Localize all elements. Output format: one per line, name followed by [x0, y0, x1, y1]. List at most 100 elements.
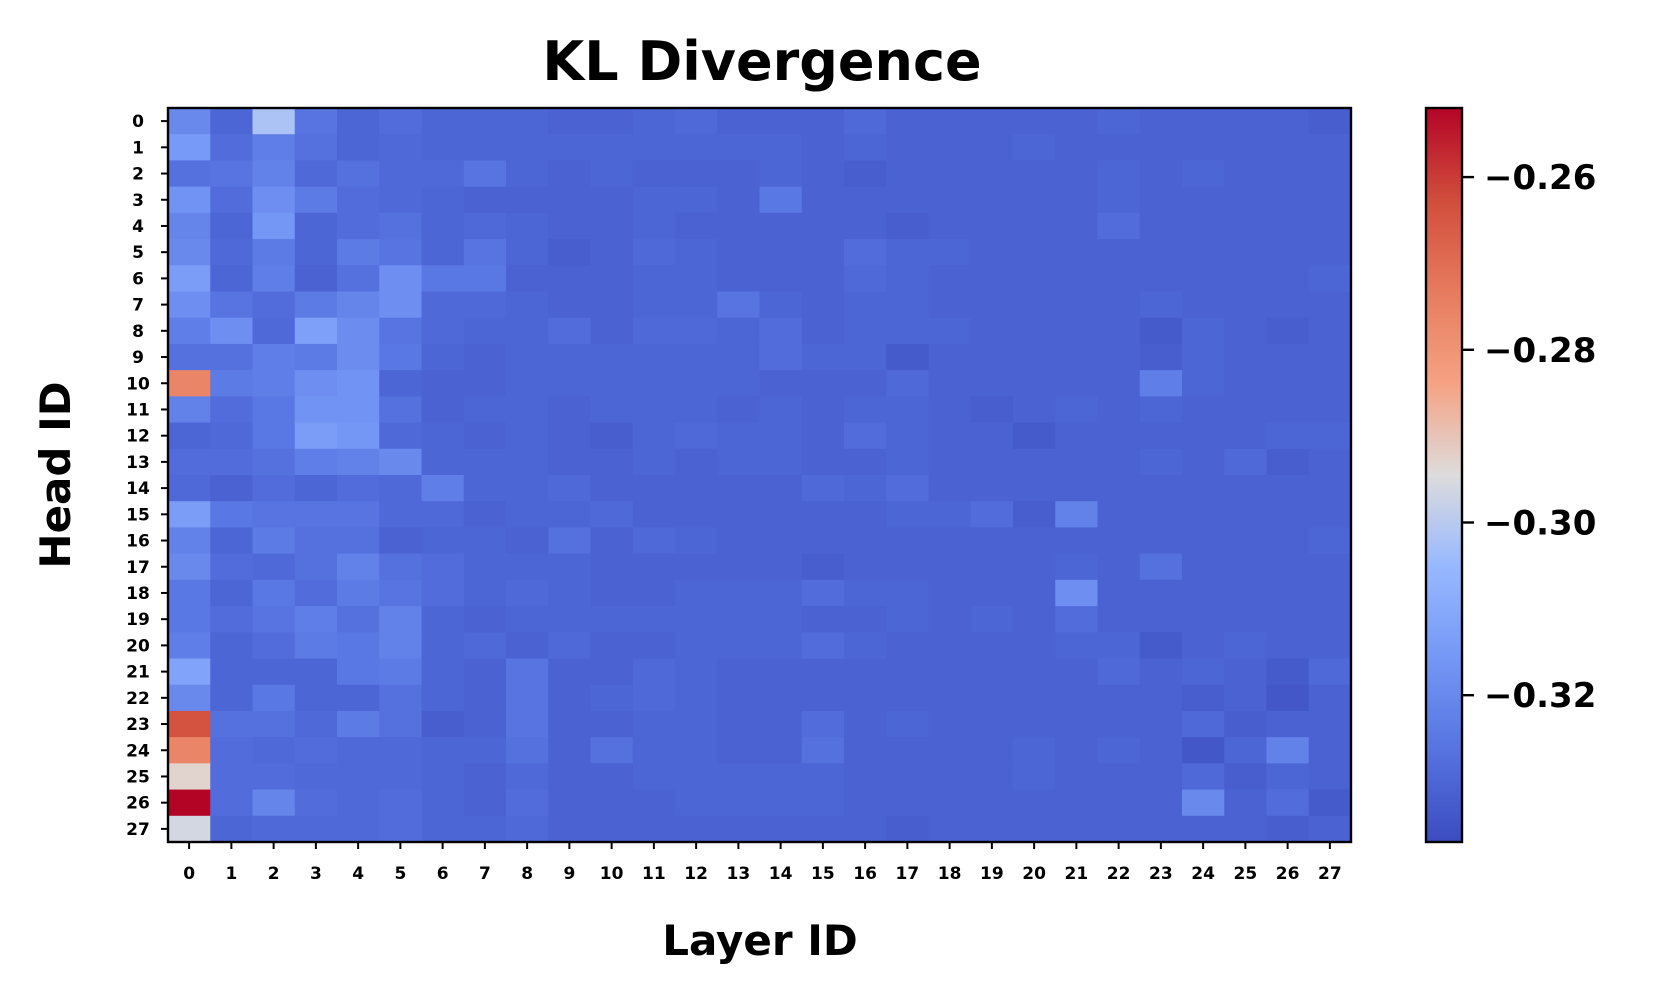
heatmap-cell — [632, 501, 676, 529]
heatmap-cell — [1224, 475, 1268, 502]
heatmap-cell — [168, 212, 211, 240]
heatmap-cell — [1308, 658, 1352, 686]
heatmap-cell — [548, 553, 592, 581]
heatmap-cell — [337, 475, 380, 502]
heatmap-cell — [210, 317, 254, 345]
heatmap-cell — [801, 160, 845, 188]
heatmap-cell — [294, 134, 338, 162]
heatmap-cell — [844, 815, 887, 843]
heatmap-cell — [210, 396, 254, 424]
heatmap-cell — [970, 553, 1014, 581]
heatmap-cell — [717, 527, 761, 555]
heatmap-cell — [252, 527, 296, 555]
heatmap-cell — [590, 579, 634, 607]
y-tick-label: 25 — [126, 767, 150, 787]
heatmap-cell — [294, 789, 338, 817]
x-tick-label: 12 — [684, 864, 708, 884]
heatmap-cell — [801, 527, 845, 555]
heatmap-cell — [1308, 291, 1352, 319]
heatmap-cell — [759, 108, 803, 135]
heatmap-cell — [1139, 265, 1183, 293]
heatmap-cell — [252, 606, 296, 633]
heatmap-cell — [337, 343, 380, 371]
heatmap-cell — [463, 632, 507, 660]
heatmap-cell — [337, 317, 380, 345]
heatmap-cell — [717, 160, 761, 188]
heatmap-cell — [168, 710, 211, 738]
heatmap-cell — [1224, 658, 1268, 686]
heatmap-cell — [759, 212, 803, 240]
heatmap-cell — [675, 606, 718, 633]
heatmap-cell — [1182, 160, 1225, 188]
heatmap-cell — [421, 527, 465, 555]
heatmap-cell — [548, 265, 592, 293]
heatmap-cell — [1308, 160, 1352, 188]
heatmap-cell — [294, 291, 338, 319]
heatmap-cell — [1139, 815, 1183, 843]
heatmap-cell — [801, 343, 845, 371]
heatmap-cell — [168, 291, 211, 319]
heatmap-cell — [590, 317, 634, 345]
heatmap-cell — [675, 160, 718, 188]
heatmap-cell — [1308, 396, 1352, 424]
heatmap-cell — [1055, 606, 1099, 633]
heatmap-cell — [1097, 579, 1141, 607]
heatmap-cell — [590, 710, 634, 738]
heatmap-cell — [294, 448, 338, 476]
heatmap-cell — [1139, 579, 1183, 607]
heatmap-cell — [1055, 501, 1099, 529]
heatmap-cell — [1308, 684, 1352, 712]
heatmap-cell — [717, 212, 761, 240]
heatmap-cell — [590, 108, 634, 135]
x-tick-label: 27 — [1318, 864, 1342, 884]
heatmap-cell — [337, 212, 380, 240]
heatmap-cell — [1266, 343, 1310, 371]
heatmap-cell — [1224, 239, 1268, 266]
heatmap-cell — [970, 579, 1014, 607]
heatmap-cell — [379, 396, 423, 424]
heatmap-cell — [506, 475, 549, 502]
heatmap-cell — [252, 160, 296, 188]
heatmap-cell — [1139, 606, 1183, 633]
heatmap-cell — [1308, 606, 1352, 633]
heatmap-cell — [1139, 160, 1183, 188]
heatmap-cell — [506, 632, 549, 660]
heatmap-cell — [168, 815, 211, 843]
heatmap-cell — [928, 737, 972, 764]
heatmap-cell — [1182, 737, 1225, 764]
heatmap-cell — [1308, 501, 1352, 529]
heatmap-cell — [168, 370, 211, 397]
heatmap-cell — [379, 108, 423, 135]
heatmap-cell — [590, 553, 634, 581]
heatmap-cell — [252, 815, 296, 843]
heatmap-cell — [1055, 108, 1099, 135]
heatmap-cell — [632, 265, 676, 293]
heatmap-cell — [252, 212, 296, 240]
heatmap-cell — [1266, 632, 1310, 660]
heatmap-cell — [632, 579, 676, 607]
heatmap-cell — [1224, 684, 1268, 712]
heatmap-cell — [1055, 579, 1099, 607]
x-tick-label: 7 — [479, 864, 491, 884]
heatmap-cell — [210, 553, 254, 581]
heatmap-cell — [844, 527, 887, 555]
heatmap-cell — [928, 212, 972, 240]
heatmap-cell — [1097, 815, 1141, 843]
heatmap-cell — [1013, 579, 1056, 607]
heatmap-cell — [1139, 108, 1183, 135]
x-tick-label: 8 — [521, 864, 533, 884]
heatmap-cell — [970, 763, 1014, 791]
heatmap-cell — [844, 317, 887, 345]
heatmap-cell — [928, 475, 972, 502]
heatmap-cell — [1013, 186, 1056, 214]
heatmap-cell — [252, 343, 296, 371]
heatmap-cell — [294, 658, 338, 686]
heatmap-cell — [1224, 160, 1268, 188]
heatmap-cell — [421, 737, 465, 764]
heatmap-cell — [252, 317, 296, 345]
heatmap-cell — [1013, 553, 1056, 581]
heatmap-cell — [1055, 710, 1099, 738]
heatmap-cell — [463, 291, 507, 319]
x-axis-ticks: 0 1 2 3 4 5 6 7 8 9 10 11 12 13 14 15 16 17 18 19 20 21 22 23 24… — [183, 842, 1342, 884]
